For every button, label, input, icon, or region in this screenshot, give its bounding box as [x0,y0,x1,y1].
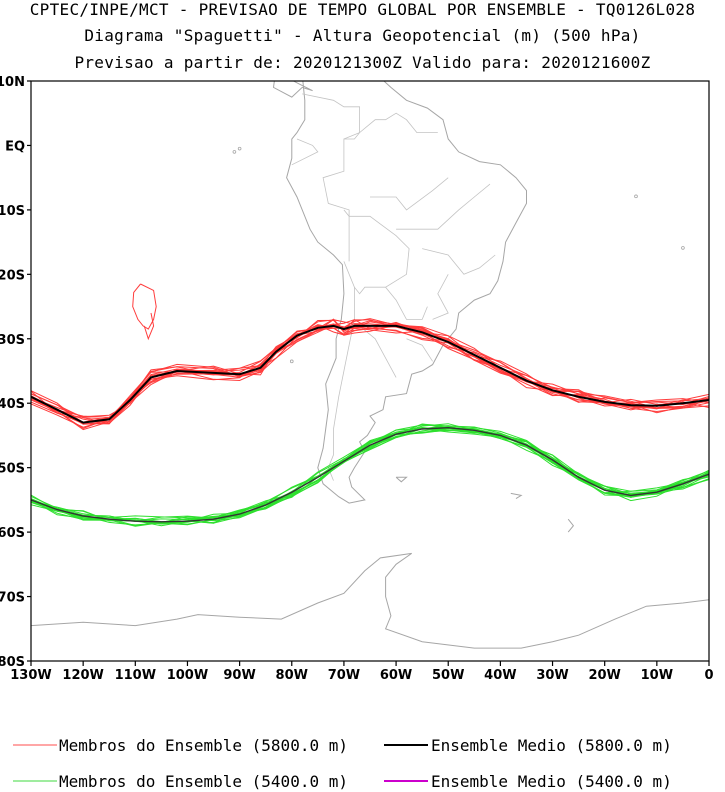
lon-label: 80W [276,668,308,683]
country-border [370,177,449,211]
island-dot [681,246,685,250]
ensemble-member-5800 [31,323,709,425]
ensemble-member-5800 [31,323,709,431]
ensemble-member-5800 [31,319,709,423]
title-line-3: Previsao a partir de: 2020121300Z Valido… [74,53,651,72]
lon-label: 30W [536,668,568,683]
country-border [422,248,496,275]
ensemble-member-5400 [31,426,709,527]
contour-layer [31,283,709,527]
legend-label-ens5800: Membros do Ensemble (5800.0 m) [59,736,348,755]
coastline-layer [31,81,709,649]
island-dot [237,146,242,151]
ensemble-member-5800 [31,324,709,424]
plot-frame [30,80,710,662]
title-line-1: CPTEC/INPE/MCT - PREVISAO DE TEMPO GLOBA… [29,0,696,19]
ensemble-member-5800 [31,319,709,424]
longitude-labels: 130W 120W 110W 100W 90W 80W 70W 60W 50W 40W 30W 20W… [10,668,713,683]
lat-label: 60S [0,526,25,541]
lat-label: 80S [0,655,25,670]
lat-label: 70S [0,591,25,606]
lat-label: 30S [0,333,25,348]
island-dot [232,150,237,154]
lat-label: 10S [0,204,25,219]
legend-label-ens5400: Membros do Ensemble (5400.0 m) [59,772,348,791]
country-border [359,325,397,378]
lat-label: 20S [0,268,25,283]
ensemble-member-5400 [31,424,709,524]
lon-label: 60W [380,668,412,683]
legend-label-mean5400: Ensemble Medio (5400.0 m) [431,772,672,791]
island-coast [567,518,575,533]
lon-label: 50W [432,668,464,683]
lon-label: 20W [588,668,620,683]
lat-label: 10N [0,75,25,90]
lon-label: 0 [704,668,713,683]
lat-label: 40S [0,397,25,412]
country-border [322,112,438,262]
ensemble-member-5800-loop [132,283,157,330]
island-dot [289,359,294,364]
lon-label: 40W [484,668,516,683]
lon-label: 10W [641,668,673,683]
island-coast [510,492,523,500]
ensemble-member-5400 [31,423,709,522]
ensemble-member-5400 [31,427,709,522]
ensemble-member-5800 [31,319,709,428]
country-border [396,183,491,230]
country-border [343,209,410,295]
lon-label: 130W [10,668,51,683]
country-border [302,93,360,140]
title-line-2: Diagrama "Spaguetti" - Altura Geopotenci… [84,26,641,45]
country-border [432,274,449,320]
ensemble-member-5800 [31,319,709,429]
axis-ticks [27,80,710,666]
ensemble-mean-5800 [31,324,709,424]
south-america-coast [286,81,527,504]
latitude-labels: 10N EQ 10S 20S 30S 40S 50S 60S 70S 80S [0,75,25,670]
country-border [385,286,428,320]
legend: Membros do Ensemble (5800.0 m) Ensemble … [13,736,672,791]
antarctica-coast [31,552,709,649]
country-border [291,138,319,166]
lon-label: 110W [115,668,156,683]
lon-label: 90W [223,668,255,683]
lat-label: EQ [5,139,25,154]
lon-label: 70W [328,668,360,683]
lon-label: 100W [167,668,208,683]
lat-label: 50S [0,462,25,477]
country-border [406,338,433,362]
ensemble-member-5800-loop [143,312,155,341]
central-america-coast [272,81,313,98]
ensemble-mean-5400 [31,426,709,523]
ensemble-member-5800 [31,320,709,425]
island-coast [395,476,408,483]
ensemble-member-5800 [31,321,709,425]
ensemble-member-5800 [31,321,709,425]
ensemble-member-5400 [31,423,709,526]
island-dot [634,194,638,199]
legend-label-mean5800: Ensemble Medio (5800.0 m) [431,736,672,755]
ensemble-member-5400 [31,423,709,523]
lon-label: 120W [62,668,103,683]
